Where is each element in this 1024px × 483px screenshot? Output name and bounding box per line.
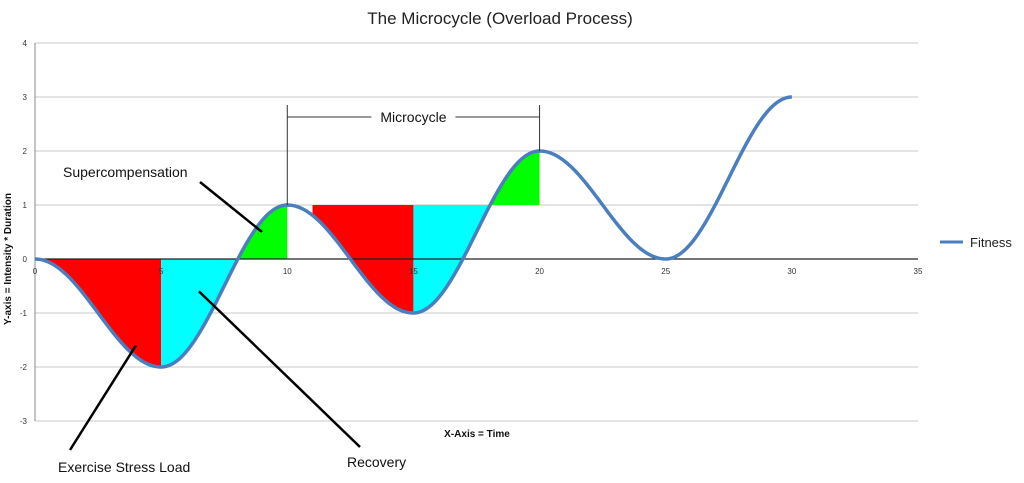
y-tick-label: 2 [23,147,28,156]
annotation-exercise-stress-load: Exercise Stress Load [58,459,190,475]
legend-label-fitness: Fitness [970,235,1012,250]
shaded-region [161,259,237,367]
pointer-supercompensation [199,181,263,233]
pointer-recovery [198,290,361,448]
x-tick-label: 0 [33,267,38,276]
x-tick-label: 30 [787,267,796,276]
y-tick-label: 0 [23,255,28,264]
tick-labels: -3 -2 -1 0 1 2 3 4 0 5 10 15 20 25 30 35 [20,39,923,426]
x-tick-label: 15 [409,267,418,276]
x-tick-label: 35 [914,267,923,276]
annotation-recovery: Recovery [347,454,406,470]
y-axis-label: Y-axis = Intensity * Duration [3,193,14,325]
axes [34,43,918,421]
y-tick-label: 4 [23,39,28,48]
microcycle-bracket: Microcycle [286,105,541,205]
x-axis-label: X-Axis = Time [444,429,510,440]
shaded-regions [35,151,540,367]
y-tick-label: -2 [20,363,28,372]
shaded-region [489,151,540,207]
annotation-supercompensation: Supercompensation [63,164,188,180]
y-tick-label: 3 [23,93,28,102]
shaded-region [236,205,288,261]
y-tick-label: -3 [20,417,28,426]
pointer-exercise-stress-load [68,344,137,451]
y-tick-label: -1 [20,309,28,318]
chart-title: The Microcycle (Overload Process) [367,9,632,28]
annotation-pointers [68,181,361,451]
microcycle-label: Microcycle [380,109,446,125]
series-lines [34,95,792,369]
x-tick-label: 20 [535,267,544,276]
series-line-fitness [34,95,792,369]
legend: Fitness [940,235,1012,250]
y-tick-label: 1 [23,201,28,210]
x-tick-label: 25 [661,267,670,276]
x-tick-label: 10 [283,267,292,276]
x-tick-label: 5 [159,267,164,276]
